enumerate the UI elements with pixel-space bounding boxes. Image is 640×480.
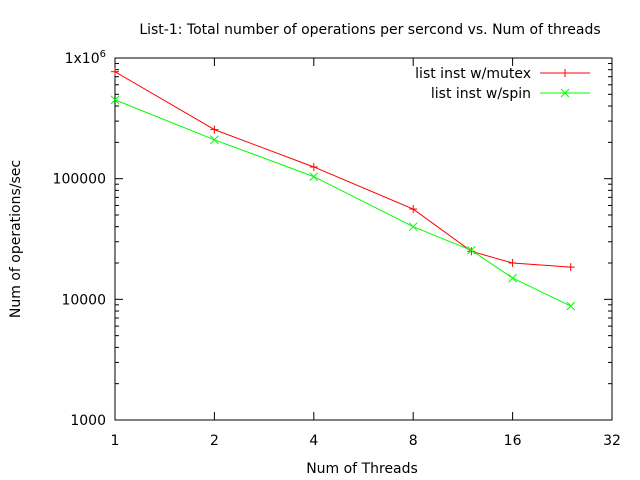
x-tick-label: 1 — [111, 433, 120, 449]
series-layer — [110, 67, 576, 311]
legend: list inst w/mutex list inst w/spin — [415, 66, 590, 102]
x-tick-label: 2 — [210, 433, 219, 449]
data-point — [309, 172, 319, 181]
y-tick-label-base: 1x10 — [65, 51, 100, 67]
legend-marker — [561, 69, 569, 77]
legend-marker — [560, 88, 570, 98]
y-axis-label: Num of operations/sec — [8, 160, 24, 318]
y-tick-label-base: 10000 — [61, 292, 106, 308]
data-point — [111, 67, 119, 76]
series-line — [114, 99, 571, 307]
y-tick-label-exponent: 6 — [100, 49, 106, 60]
series-0 — [111, 67, 575, 272]
legend-label: list inst w/spin — [431, 86, 531, 102]
x-tick-label: 32 — [603, 433, 621, 449]
y-tick-label: 1x106 — [65, 49, 106, 67]
data-point — [110, 95, 120, 105]
y-axis: 1000 10000 100000 1x106 — [53, 49, 612, 429]
y-tick-label-base: 1000 — [70, 413, 106, 429]
x-tick-label: 8 — [409, 433, 418, 449]
data-point — [566, 301, 576, 311]
y-tick-label: 100000 — [53, 172, 106, 188]
data-point — [467, 247, 476, 256]
data-point — [210, 135, 219, 145]
data-point — [566, 263, 575, 272]
data-point — [508, 259, 517, 268]
data-point — [508, 273, 517, 283]
x-tick-label: 4 — [309, 433, 318, 449]
data-point — [466, 245, 476, 255]
data-point — [408, 222, 418, 232]
y-tick-label: 1000 — [70, 413, 106, 429]
data-point — [409, 205, 418, 214]
chart-title: List-1: Total number of operations per s… — [139, 22, 600, 38]
x-tick-label: 16 — [504, 433, 522, 449]
data-point — [309, 162, 318, 171]
plot-frame — [114, 57, 613, 421]
legend-label: list inst w/mutex — [415, 66, 531, 82]
data-point — [210, 125, 219, 134]
y-tick-label: 10000 — [61, 292, 106, 308]
series-1 — [110, 95, 576, 311]
x-axis: 1 2 4 8 16 32 — [111, 58, 621, 449]
x-axis-label: Num of Threads — [306, 461, 418, 477]
y-tick-label-base: 100000 — [53, 172, 106, 188]
